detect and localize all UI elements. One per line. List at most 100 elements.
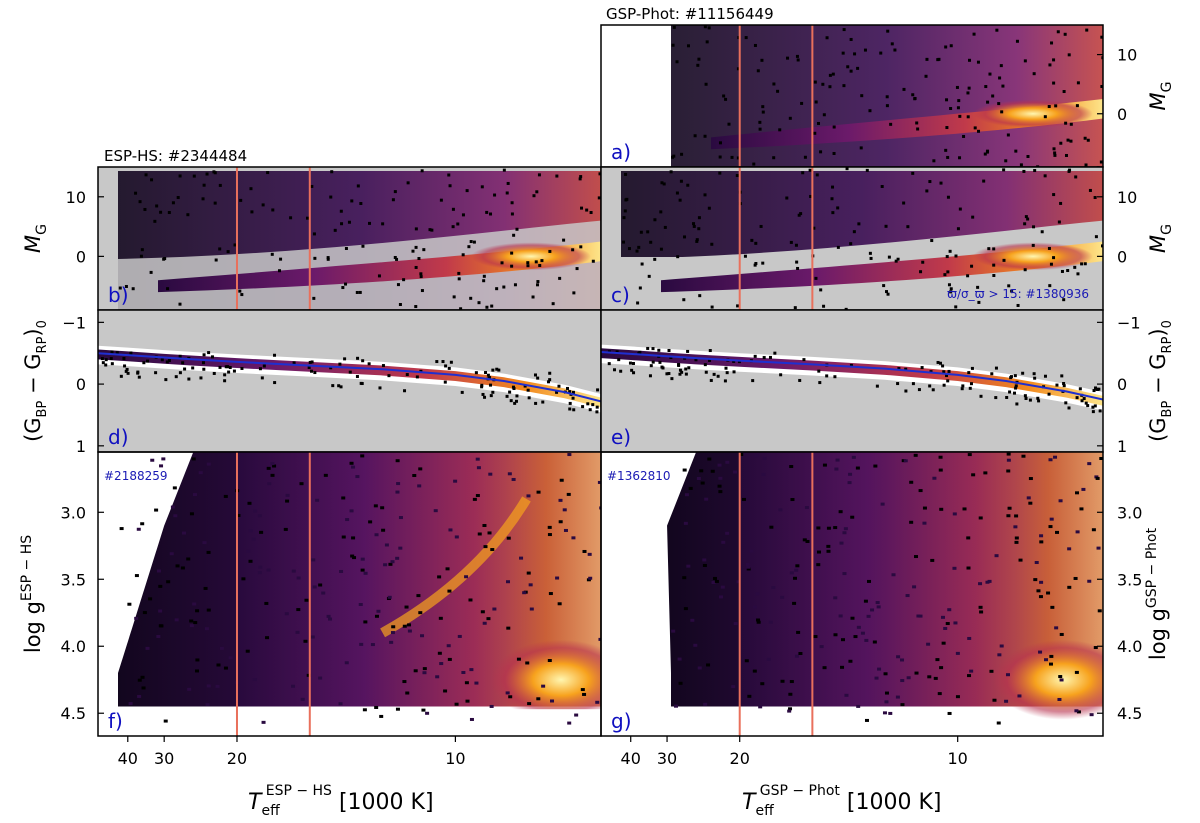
scatter-pixel: [928, 384, 932, 388]
scatter-pixel: [146, 359, 150, 363]
y-axis-label: MG: [1146, 82, 1175, 111]
scatter-pixel: [1097, 609, 1102, 613]
scatter-pixel: [896, 382, 900, 386]
scatter-pixel: [730, 155, 734, 159]
scatter-pixel: [745, 563, 750, 567]
scatter-pixel: [638, 286, 642, 290]
scatter-pixel: [395, 556, 400, 560]
scatter-pixel: [482, 621, 487, 625]
scatter-pixel: [1048, 284, 1052, 288]
scatter-pixel: [832, 151, 836, 155]
scatter-pixel: [355, 375, 359, 379]
scatter-pixel: [842, 28, 846, 32]
scatter-pixel: [363, 620, 368, 624]
scatter-pixel: [488, 472, 493, 476]
scatter-pixel: [945, 622, 950, 626]
scatter-pixel: [1006, 514, 1011, 518]
scatter-pixel: [659, 210, 663, 214]
scatter-pixel: [340, 222, 344, 226]
scatter-pixel: [1024, 215, 1028, 219]
scatter-pixel: [586, 578, 591, 582]
scatter-pixel: [356, 184, 360, 188]
scatter-pixel: [945, 374, 949, 378]
scatter-pixel: [206, 684, 211, 688]
scatter-pixel: [326, 256, 330, 260]
scatter-pixel: [595, 405, 599, 409]
panel-a-label: a): [611, 140, 631, 164]
scatter-pixel: [727, 122, 731, 126]
scatter-pixel: [475, 494, 480, 498]
scatter-pixel: [1063, 32, 1067, 36]
scatter-pixel: [510, 251, 514, 255]
scatter-pixel: [1002, 258, 1006, 262]
scatter-pixel: [140, 248, 144, 252]
scatter-pixel: [178, 354, 182, 358]
scatter-pixel: [299, 482, 304, 486]
scatter-pixel: [270, 462, 275, 466]
scatter-pixel: [868, 251, 872, 255]
scatter-pixel: [716, 374, 720, 378]
scatter-pixel: [948, 249, 952, 253]
scatter-pixel: [943, 273, 947, 277]
scatter-pixel: [896, 257, 900, 261]
scatter-pixel: [998, 76, 1002, 80]
scatter-pixel: [825, 36, 829, 40]
scatter-pixel: [1023, 222, 1027, 226]
scatter-pixel: [676, 255, 680, 259]
scatter-pixel: [141, 686, 146, 690]
scatter-pixel: [414, 227, 418, 231]
scatter-pixel: [961, 384, 965, 388]
scatter-pixel: [465, 189, 469, 193]
scatter-pixel: [1091, 410, 1095, 414]
scatter-pixel: [475, 457, 480, 461]
scatter-pixel: [721, 540, 726, 544]
scatter-pixel: [822, 304, 826, 308]
scatter-pixel: [318, 583, 323, 587]
scatter-pixel: [623, 209, 627, 213]
y-tick-label: 3.0: [61, 503, 86, 522]
scatter-pixel: [491, 390, 495, 394]
scatter-pixel: [743, 254, 747, 258]
empty-region: [236, 709, 601, 736]
scatter-pixel: [796, 630, 801, 634]
x-axis-label-right: TeffGSP − Phot [1000 K]: [742, 783, 941, 819]
scatter-pixel: [283, 527, 288, 531]
scatter-pixel: [510, 264, 514, 268]
scatter-pixel: [930, 558, 935, 562]
scatter-pixel: [226, 365, 230, 369]
scatter-pixel: [647, 274, 651, 278]
y-tick-label: 4.0: [1117, 637, 1142, 656]
scatter-pixel: [703, 702, 708, 706]
scatter-pixel: [846, 65, 850, 69]
scatter-pixel: [1005, 673, 1010, 677]
scatter-pixel: [236, 513, 241, 517]
scatter-pixel: [901, 459, 906, 463]
scatter-pixel: [204, 627, 209, 631]
scatter-pixel: [1054, 626, 1059, 630]
scatter-pixel: [702, 558, 707, 562]
scatter-pixel: [707, 26, 711, 30]
scatter-pixel: [918, 614, 923, 618]
scatter-pixel: [266, 568, 271, 572]
panel-g-heatmap: [667, 452, 1103, 736]
scatter-pixel: [587, 552, 592, 556]
scatter-pixel: [550, 699, 555, 703]
scatter-pixel: [710, 242, 714, 246]
scatter-pixel: [986, 100, 990, 104]
scatter-pixel: [289, 216, 293, 220]
scatter-pixel: [798, 378, 802, 382]
scatter-pixel: [789, 680, 794, 684]
scatter-pixel: [1005, 395, 1009, 399]
scatter-pixel: [779, 373, 783, 377]
scatter-pixel: [913, 96, 917, 100]
scatter-pixel: [257, 571, 262, 575]
panel-g-label: g): [611, 709, 632, 733]
giant-branch: [380, 496, 531, 638]
scatter-pixel: [816, 563, 821, 567]
scatter-pixel: [882, 284, 886, 288]
scatter-pixel: [361, 244, 365, 248]
scatter-pixel: [694, 358, 698, 362]
scatter-pixel: [678, 198, 682, 202]
scatter-pixel: [558, 276, 562, 280]
scatter-pixel: [750, 238, 754, 242]
